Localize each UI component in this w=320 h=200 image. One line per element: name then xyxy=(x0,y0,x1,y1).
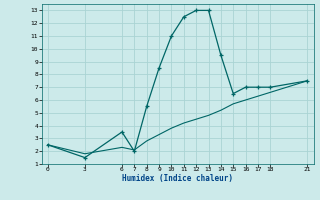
X-axis label: Humidex (Indice chaleur): Humidex (Indice chaleur) xyxy=(122,174,233,183)
